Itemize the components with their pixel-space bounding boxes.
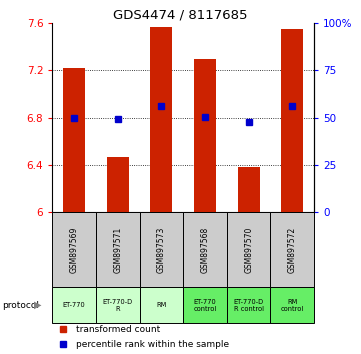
- Bar: [227, 212, 270, 287]
- Text: RM: RM: [156, 302, 166, 308]
- Bar: [140, 212, 183, 287]
- Text: GSM897572: GSM897572: [288, 227, 297, 273]
- Bar: [183, 212, 227, 287]
- Text: transformed count: transformed count: [76, 325, 160, 333]
- Text: ET-770
control: ET-770 control: [193, 299, 217, 312]
- Text: ET-770: ET-770: [63, 302, 86, 308]
- Bar: [96, 287, 140, 323]
- Bar: [270, 212, 314, 287]
- Text: GSM897573: GSM897573: [157, 227, 166, 273]
- Text: ET-770-D
R control: ET-770-D R control: [234, 299, 264, 312]
- Bar: [183, 287, 227, 323]
- Text: GSM897568: GSM897568: [200, 227, 209, 273]
- Bar: [281, 29, 303, 212]
- Bar: [96, 212, 140, 287]
- Bar: [151, 27, 172, 212]
- Bar: [227, 287, 270, 323]
- Bar: [270, 287, 314, 323]
- Text: percentile rank within the sample: percentile rank within the sample: [76, 340, 229, 349]
- Bar: [52, 212, 96, 287]
- Text: GSM897571: GSM897571: [113, 227, 122, 273]
- Bar: [107, 157, 129, 212]
- Bar: [52, 287, 96, 323]
- Text: ▶: ▶: [34, 300, 42, 310]
- Bar: [194, 58, 216, 212]
- Bar: [63, 68, 85, 212]
- Text: ET-770-D
R: ET-770-D R: [103, 299, 133, 312]
- Text: GDS4474 / 8117685: GDS4474 / 8117685: [113, 9, 248, 22]
- Text: protocol: protocol: [2, 301, 39, 310]
- Bar: [238, 167, 260, 212]
- Bar: [140, 287, 183, 323]
- Text: GSM897569: GSM897569: [70, 227, 79, 273]
- Text: RM
control: RM control: [280, 299, 304, 312]
- Text: GSM897570: GSM897570: [244, 227, 253, 273]
